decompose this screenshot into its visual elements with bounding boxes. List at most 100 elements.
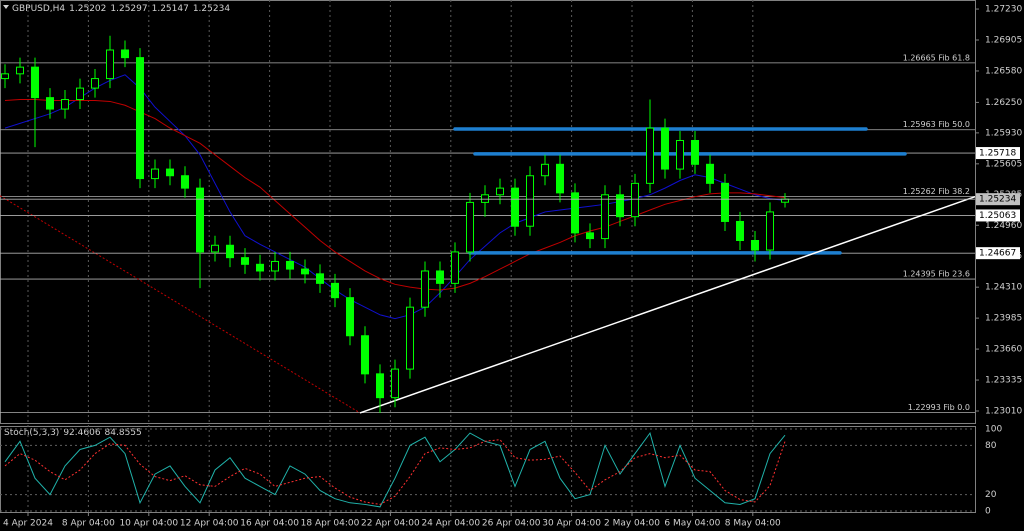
fib-label: 1.25262 Fib 38.2 (903, 187, 970, 196)
x-tick-label: 24 Apr 04:00 (421, 519, 480, 529)
candle-body (106, 49, 114, 80)
candle-body (421, 270, 429, 308)
candle-body (181, 175, 189, 189)
x-tick-label: 22 Apr 04:00 (361, 519, 420, 529)
y-tick-label: 1.23985 (985, 314, 1022, 324)
y-tick-label: 1.24310 (985, 283, 1022, 293)
candle-body (166, 168, 174, 177)
stoch-line (4, 431, 786, 508)
candle-body (76, 87, 84, 101)
candle-body (406, 306, 414, 370)
price-box-label: 1.25063 (979, 211, 1016, 221)
price-box (976, 209, 1020, 222)
candle-body (781, 198, 789, 203)
candle-body (766, 211, 774, 251)
candle-body (736, 220, 744, 242)
candle-body (271, 260, 279, 272)
trend-line (359, 195, 976, 414)
fib-label: 1.25963 Fib 50.0 (903, 120, 970, 129)
candle-body (436, 270, 444, 284)
y-tick-label: 1.23010 (985, 406, 1022, 416)
candle-body (496, 187, 504, 196)
x-tick-label: 12 Apr 04:00 (180, 519, 239, 529)
candle-body (46, 97, 54, 110)
stoch-tick-label: 0 (985, 507, 991, 517)
candle-body (691, 139, 699, 165)
x-tick-label: 26 Apr 04:00 (482, 519, 541, 529)
candle-body (121, 49, 129, 59)
candle-body (706, 163, 714, 184)
x-tick-label: 8 Apr 04:00 (62, 519, 115, 529)
fib-label: 1.22993 Fib 0.0 (908, 403, 970, 412)
candle-body (256, 263, 264, 272)
low: 1.25147 (152, 4, 189, 14)
y-tick-label: 1.26250 (985, 98, 1022, 108)
candle-body (31, 66, 39, 99)
price-box-label: 1.25718 (979, 149, 1016, 159)
x-tick-label: 8 May 04:00 (725, 519, 781, 529)
candle-body (316, 273, 324, 284)
candle-body (226, 244, 234, 259)
candle-body (391, 368, 399, 399)
y-tick-label: 1.26905 (985, 36, 1022, 46)
x-tick-label: 4 Apr 2024 (3, 519, 53, 529)
y-tick-label: 1.23335 (985, 376, 1022, 386)
open: 1.25202 (69, 4, 106, 14)
candle-body (646, 127, 654, 184)
candle-body (331, 282, 339, 299)
candle-body (196, 187, 204, 253)
collapse-icon[interactable] (3, 5, 9, 9)
candle-body (346, 297, 354, 337)
price-box (976, 193, 1020, 206)
candle-body (481, 194, 489, 203)
main-panel-border (0, 0, 976, 424)
candle-body (721, 182, 729, 222)
x-tick-label: 10 Apr 04:00 (119, 519, 178, 529)
stoch-tick-label: 20 (985, 490, 997, 500)
moving-average (4, 74, 786, 320)
price-box-label: 1.25234 (979, 195, 1016, 205)
x-tick-label: 30 Apr 04:00 (542, 519, 601, 529)
candle-body (601, 194, 609, 240)
candle-body (751, 240, 759, 251)
candle-body (556, 163, 564, 194)
candle-body (286, 260, 294, 270)
y-tick-label: 1.25605 (985, 159, 1022, 169)
high: 1.25297 (110, 4, 147, 14)
fib-label: 1.26665 Fib 61.8 (903, 53, 970, 62)
stoch-header: Stoch(5,3,3) 92.4606 84.8555 (4, 428, 142, 438)
candle-body (616, 194, 624, 218)
candle-body (376, 373, 384, 399)
candle-body (1, 73, 9, 80)
candle-body (511, 187, 519, 227)
candle-body (676, 139, 684, 170)
candle-body (526, 175, 534, 227)
price-box (976, 147, 1020, 160)
y-tick-label: 1.24960 (985, 221, 1022, 231)
candle-body (136, 57, 144, 180)
candle-body (451, 251, 459, 284)
stoch-tick-label: 80 (985, 441, 997, 451)
candle-body (91, 78, 99, 89)
stoch-name: Stoch(5,3,3) (4, 428, 59, 438)
stoch-signal: 84.8555 (105, 428, 142, 438)
candle-body (571, 192, 579, 234)
y-tick-label: 1.23660 (985, 345, 1022, 355)
y-tick-label: 1.26580 (985, 66, 1022, 76)
candle-body (301, 268, 309, 275)
fib-label: 1.24395 Fib 23.6 (903, 270, 970, 279)
x-tick-label: 2 May 04:00 (604, 519, 660, 529)
chart-header: GBPUSD,H4 1.25202 1.25297 1.25147 1.25234 (12, 4, 230, 14)
candle-body (631, 182, 639, 218)
symbol: GBPUSD,H4 (12, 4, 65, 14)
candle-body (586, 232, 594, 240)
x-tick-label: 16 Apr 04:00 (240, 519, 299, 529)
price-box (976, 247, 1020, 260)
y-tick-label: 1.25930 (985, 128, 1022, 138)
stoch-main: 92.4606 (63, 428, 100, 438)
close: 1.25234 (193, 4, 230, 14)
x-tick-label: 6 May 04:00 (664, 519, 720, 529)
candle-body (151, 168, 159, 180)
